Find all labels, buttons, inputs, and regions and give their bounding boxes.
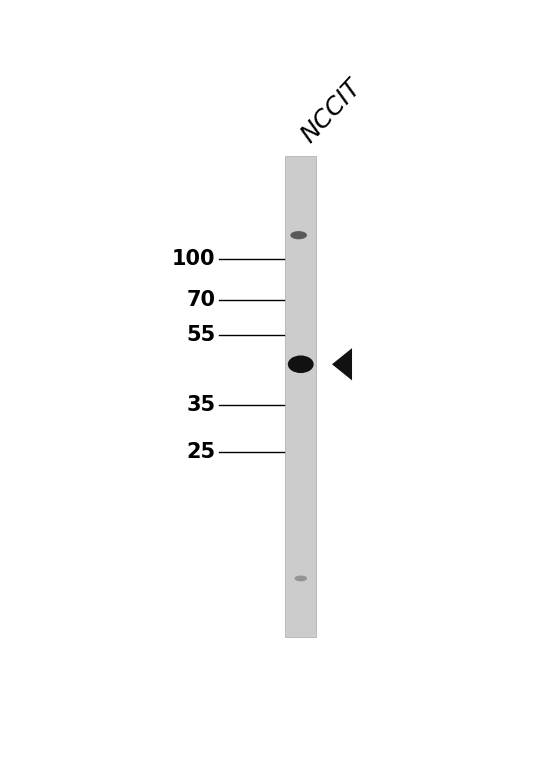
Text: 35: 35 — [186, 395, 215, 415]
Bar — [285, 156, 316, 637]
Text: 25: 25 — [186, 442, 215, 463]
Ellipse shape — [288, 355, 314, 373]
Text: 70: 70 — [186, 290, 215, 309]
Ellipse shape — [294, 575, 307, 581]
Ellipse shape — [291, 231, 307, 239]
Text: 100: 100 — [172, 248, 215, 269]
Polygon shape — [332, 348, 352, 380]
Text: NCCIT: NCCIT — [296, 75, 366, 147]
Text: 55: 55 — [186, 325, 215, 345]
